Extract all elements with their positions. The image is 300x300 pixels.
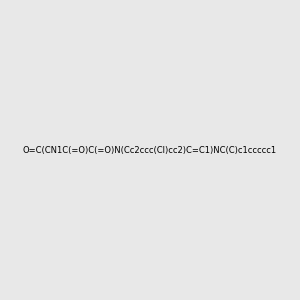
Text: O=C(CN1C(=O)C(=O)N(Cc2ccc(Cl)cc2)C=C1)NC(C)c1ccccc1: O=C(CN1C(=O)C(=O)N(Cc2ccc(Cl)cc2)C=C1)NC… (23, 146, 277, 154)
